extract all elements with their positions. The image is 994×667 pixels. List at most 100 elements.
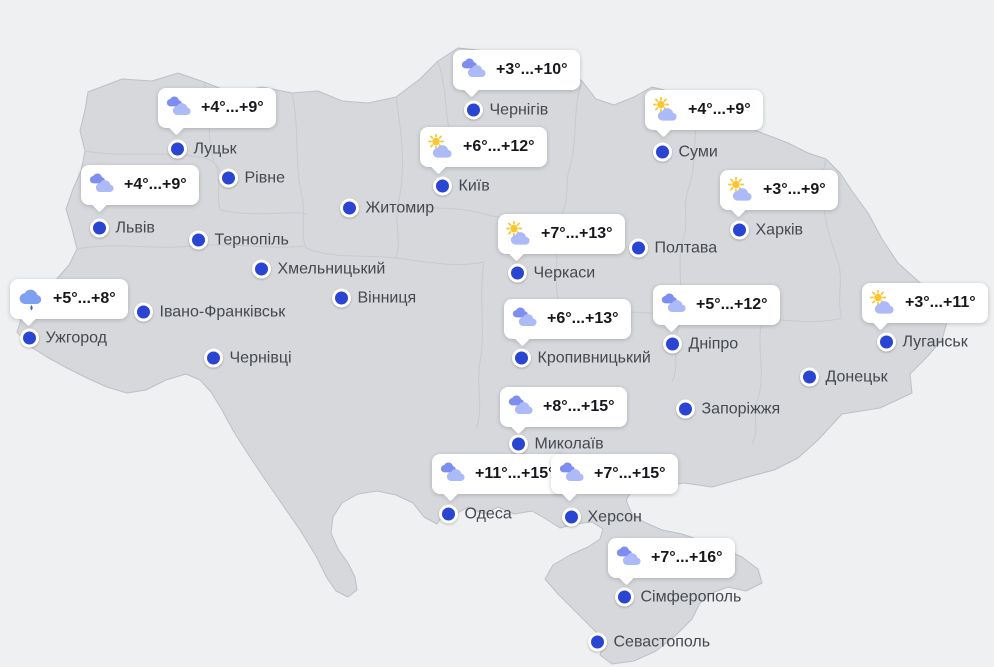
partly-sunny-icon (728, 177, 754, 203)
city-marker-sumy[interactable] (652, 142, 672, 162)
city-marker-zaporizhzhia[interactable] (675, 399, 695, 419)
city-marker-kherson[interactable] (561, 507, 581, 527)
forecast-tooltip-chernihiv[interactable]: +3°...+10° (453, 50, 580, 90)
city-marker-lviv[interactable] (89, 218, 109, 238)
city-marker-donetsk[interactable] (799, 367, 819, 387)
city-marker-khmelnytskyi[interactable] (251, 259, 271, 279)
city-marker-mykolaiv[interactable] (508, 434, 528, 454)
city-vinnytsia[interactable]: Вінниця (331, 288, 416, 308)
city-name: Хмельницький (277, 260, 386, 277)
city-kharkiv[interactable]: Харків (729, 220, 803, 240)
city-rivne[interactable]: Рівне (218, 168, 285, 188)
city-chernihiv[interactable]: Чернігів (463, 100, 548, 120)
city-ternopil[interactable]: Тернопіль (188, 230, 289, 250)
partly-sunny-icon (506, 221, 532, 247)
city-name: Івано-Франківськ (159, 303, 286, 320)
city-zhytomyr[interactable]: Житомир (339, 198, 434, 218)
city-zaporizhzhia[interactable]: Запоріжжя (675, 399, 780, 419)
city-ivano-frankivsk[interactable]: Івано-Франківськ (133, 302, 286, 322)
cloudy-icon (508, 394, 534, 420)
city-name: Миколаїв (534, 435, 604, 452)
city-khmelnytskyi[interactable]: Хмельницький (251, 259, 386, 279)
city-sumy[interactable]: Суми (652, 142, 718, 162)
forecast-tooltip-uzhhorod[interactable]: +5°...+8° (10, 279, 128, 319)
forecast-tooltip-kharkiv[interactable]: +3°...+9° (720, 170, 838, 210)
city-name: Одеса (464, 505, 512, 522)
city-kherson[interactable]: Херсон (561, 507, 642, 527)
city-dnipro[interactable]: Дніпро (662, 334, 739, 354)
city-kyiv[interactable]: Київ (432, 176, 490, 196)
city-mykolaiv[interactable]: Миколаїв (508, 434, 604, 454)
city-name: Луцьк (193, 140, 237, 157)
city-name: Донецьк (825, 368, 888, 385)
forecast-tooltip-kyiv[interactable]: +6°...+12° (420, 127, 547, 167)
city-donetsk[interactable]: Донецьк (799, 367, 888, 387)
forecast-tooltip-luhansk[interactable]: +3°...+11° (862, 283, 988, 323)
city-name: Херсон (587, 508, 642, 525)
partly-sunny-icon (870, 290, 896, 316)
city-marker-chernihiv[interactable] (463, 100, 483, 120)
city-name: Полтава (654, 239, 718, 256)
forecast-tooltip-lviv[interactable]: +4°...+9° (81, 165, 199, 205)
forecast-tooltip-odesa[interactable]: +11°...+15° (432, 454, 567, 494)
forecast-tooltip-sumy[interactable]: +4°...+9° (645, 90, 763, 130)
city-marker-chernivtsi[interactable] (203, 348, 223, 368)
temperature-range: +5°...+12° (696, 296, 768, 313)
temperature-range: +4°...+9° (688, 101, 751, 118)
city-marker-kyiv[interactable] (432, 176, 452, 196)
temperature-range: +8°...+15° (543, 398, 615, 415)
city-name: Рівне (244, 169, 285, 186)
city-marker-uzhhorod[interactable] (19, 328, 39, 348)
city-poltava[interactable]: Полтава (628, 238, 718, 258)
city-name: Київ (458, 177, 490, 194)
temperature-range: +3°...+10° (496, 61, 568, 78)
city-cherkasy[interactable]: Черкаси (507, 263, 595, 283)
city-marker-vinnytsia[interactable] (331, 288, 351, 308)
city-marker-ivano-frankivsk[interactable] (133, 302, 153, 322)
city-marker-zhytomyr[interactable] (339, 198, 359, 218)
city-kropyvnytskyi[interactable]: Кропивницький (511, 348, 651, 368)
city-sevastopol[interactable]: Севастополь (587, 632, 710, 652)
city-marker-kropyvnytskyi[interactable] (511, 348, 531, 368)
city-marker-poltava[interactable] (628, 238, 648, 258)
city-marker-lutsk[interactable] (167, 139, 187, 159)
forecast-tooltip-simferopol[interactable]: +7°...+16° (608, 538, 735, 578)
city-marker-rivne[interactable] (218, 168, 238, 188)
city-name: Луганськ (902, 333, 968, 350)
cloudy-icon (512, 306, 538, 332)
city-marker-dnipro[interactable] (662, 334, 682, 354)
forecast-tooltip-cherkasy[interactable]: +7°...+13° (498, 214, 625, 254)
city-lutsk[interactable]: Луцьк (167, 139, 237, 159)
city-marker-simferopol[interactable] (614, 587, 634, 607)
temperature-range: +7°...+15° (594, 465, 666, 482)
city-name: Дніпро (688, 335, 739, 352)
city-name: Тернопіль (214, 231, 289, 248)
city-lviv[interactable]: Львів (89, 218, 155, 238)
city-simferopol[interactable]: Сімферополь (614, 587, 742, 607)
city-chernivtsi[interactable]: Чернівці (203, 348, 292, 368)
city-marker-sevastopol[interactable] (587, 632, 607, 652)
rain-icon (18, 286, 44, 312)
city-name: Сімферополь (640, 588, 742, 605)
forecast-tooltip-dnipro[interactable]: +5°...+12° (653, 285, 780, 325)
city-marker-kharkiv[interactable] (729, 220, 749, 240)
forecast-tooltip-kherson[interactable]: +7°...+15° (551, 454, 678, 494)
city-odesa[interactable]: Одеса (438, 504, 512, 524)
forecast-tooltip-mykolaiv[interactable]: +8°...+15° (500, 387, 627, 427)
city-marker-ternopil[interactable] (188, 230, 208, 250)
city-name: Львів (115, 219, 155, 236)
city-name: Чернівці (229, 349, 292, 366)
city-marker-cherkasy[interactable] (507, 263, 527, 283)
temperature-range: +7°...+13° (541, 225, 613, 242)
forecast-tooltip-kropyvnytskyi[interactable]: +6°...+13° (504, 299, 631, 339)
city-uzhhorod[interactable]: Ужгород (19, 328, 107, 348)
city-luhansk[interactable]: Луганськ (876, 332, 968, 352)
city-marker-odesa[interactable] (438, 504, 458, 524)
temperature-range: +3°...+9° (763, 181, 826, 198)
forecast-tooltip-lutsk[interactable]: +4°...+9° (158, 88, 276, 128)
city-marker-luhansk[interactable] (876, 332, 896, 352)
cloudy-icon (559, 461, 585, 487)
